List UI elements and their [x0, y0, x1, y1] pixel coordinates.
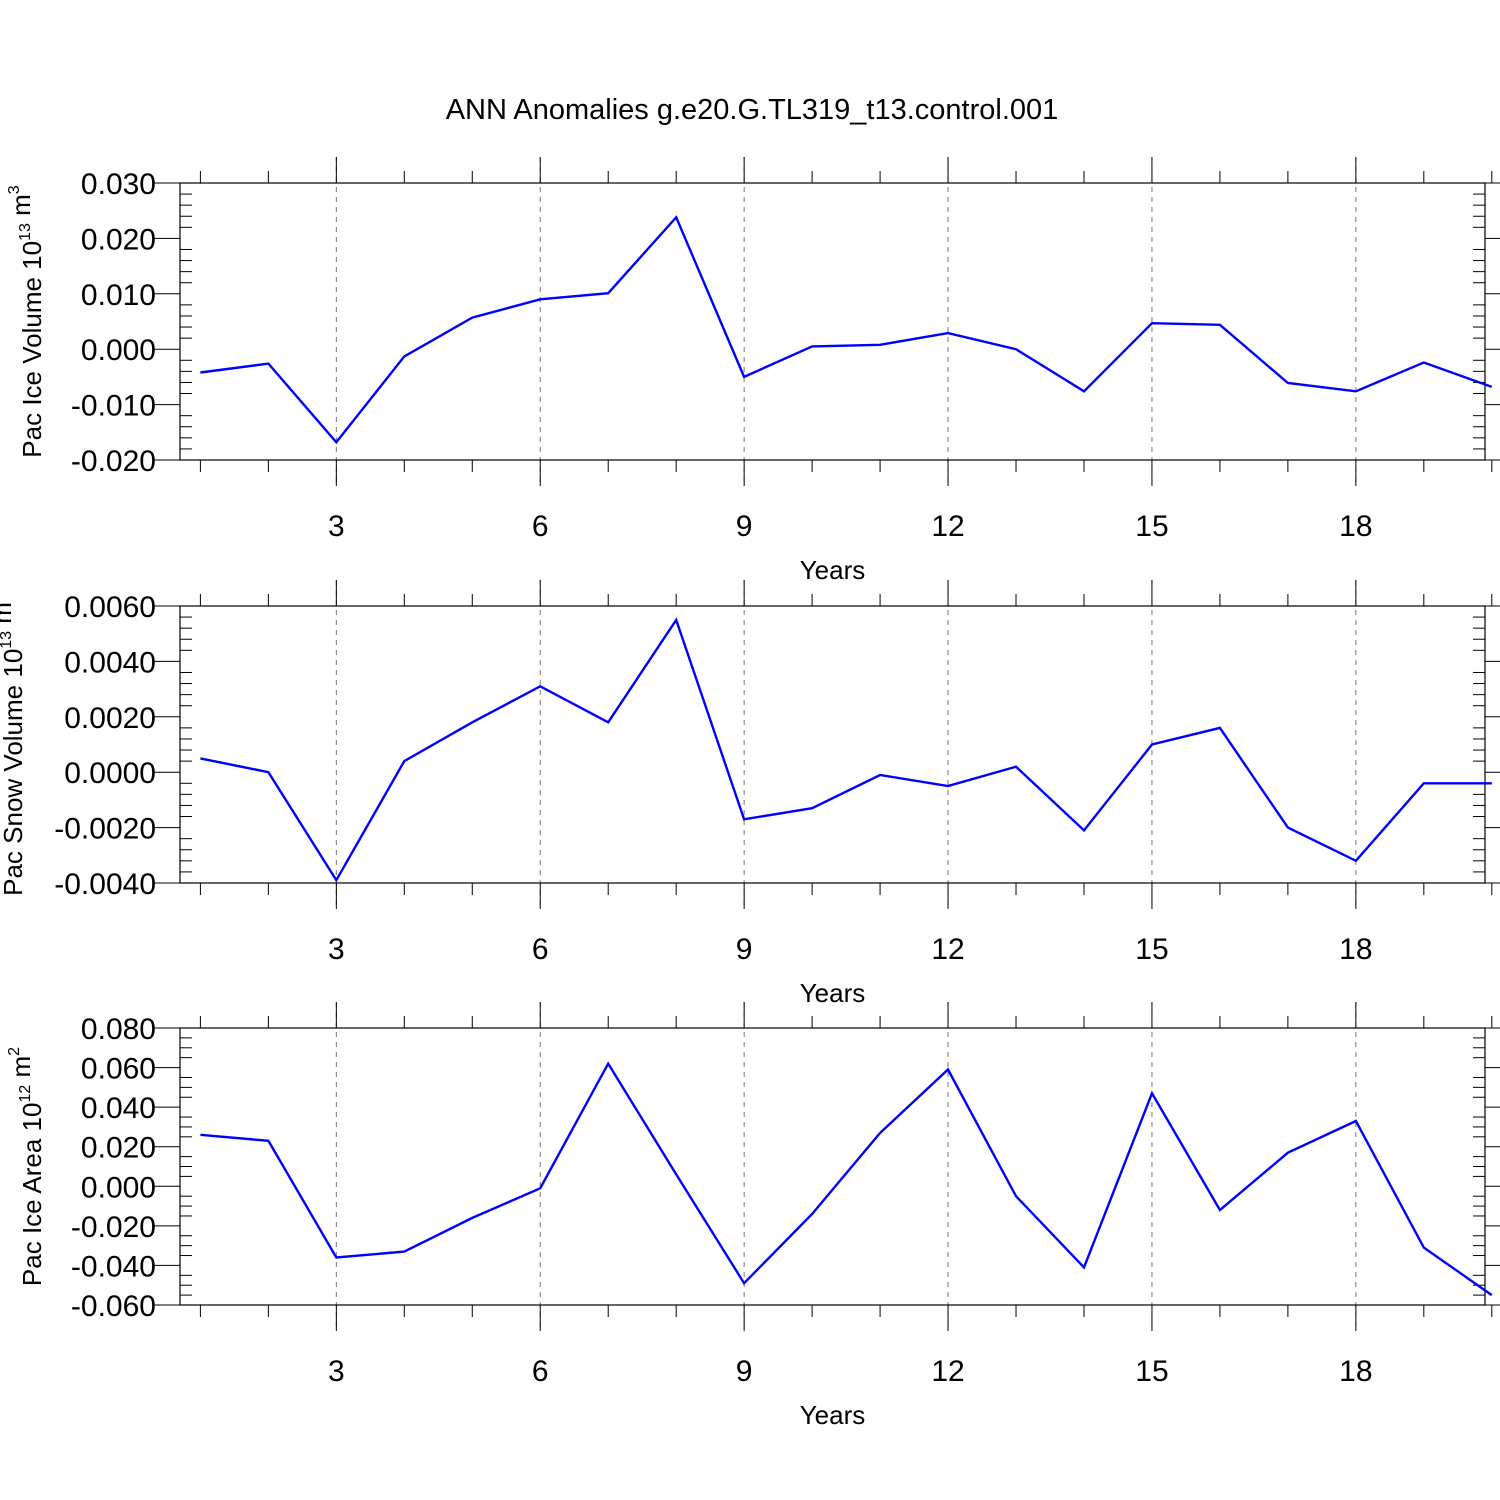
y-axis-title-exponent: 3 [6, 185, 23, 194]
y-tick-label: 0.0000 [64, 757, 156, 790]
y-tick-label: 0.000 [81, 1171, 156, 1204]
x-tick-label: 6 [532, 510, 549, 543]
y-axis-title-exponent: 2 [6, 1047, 23, 1056]
y-tick-label: -0.020 [71, 1211, 156, 1244]
plot-frame [179, 605, 1486, 884]
series-line [200, 1061, 1493, 1297]
y-tick-label: 0.000 [81, 334, 156, 367]
y-tick-label: -0.010 [71, 390, 156, 423]
x-tick-label: 9 [736, 933, 753, 966]
y-axis-title-exponent: 13 [17, 223, 34, 241]
x-tick-label: 6 [532, 1355, 549, 1388]
y-tick-label: 0.040 [81, 1092, 156, 1125]
y-axis-title: Pac Ice Area 1012 m2 [6, 1047, 47, 1286]
y-tick-label: -0.020 [71, 445, 156, 478]
x-axis-title: Years [800, 978, 866, 1008]
series-line [200, 215, 1493, 445]
x-tick-label: 15 [1135, 510, 1168, 543]
x-axis-title: Years [800, 555, 866, 585]
x-tick-label: 18 [1339, 510, 1372, 543]
y-tick-label: -0.0040 [54, 868, 156, 901]
y-axis-title-text: Pac Ice Volume 10 [17, 241, 47, 458]
y-tick-label: 0.0060 [64, 591, 156, 624]
x-tick-label: 12 [931, 1355, 964, 1388]
y-axis-title: Pac Snow Volume 1013 m3 [0, 593, 28, 896]
y-axis-title-exponent: 3 [0, 593, 4, 602]
panel-1: -0.020 -0.010 0.000 0.010 0.020 0.030 3 6 9 12 15 1… [6, 157, 1500, 585]
y-axis-title-exponent: 13 [0, 631, 15, 649]
series-line [200, 617, 1492, 883]
y-tick-label: 0.020 [81, 1132, 156, 1165]
y-axis-title-exponent: 12 [17, 1085, 34, 1103]
x-tick-label: 3 [328, 510, 345, 543]
y-axis-title-text: Pac Snow Volume 10 [0, 649, 28, 896]
x-tick-label: 9 [736, 510, 753, 543]
chart-title: ANN Anomalies g.e20.G.TL319_t13.control.… [446, 94, 1059, 126]
panel-2: -0.0040 -0.0020 0.0000 0.0020 0.0040 0.0060 3 6… [0, 580, 1500, 1008]
panel-3: -0.060 -0.040 -0.020 0.000 0.020 0.040 0.060 0.… [6, 1002, 1500, 1430]
x-tick-label: 6 [532, 933, 549, 966]
x-tick-label: 3 [328, 1355, 345, 1388]
y-tick-label: 0.0020 [64, 702, 156, 735]
y-tick-label: 0.080 [81, 1013, 156, 1046]
y-tick-label: -0.060 [71, 1290, 156, 1323]
x-tick-label: 15 [1135, 1355, 1168, 1388]
plot-frame [179, 182, 1486, 461]
x-tick-label: 15 [1135, 933, 1168, 966]
y-tick-label: 0.010 [81, 279, 156, 312]
y-axis-title: Pac Ice Volume 1013 m3 [6, 185, 47, 458]
y-axis-title-text: m [6, 1056, 36, 1085]
y-tick-label: -0.040 [71, 1250, 156, 1283]
x-tick-label: 3 [328, 933, 345, 966]
y-tick-label: 0.060 [81, 1053, 156, 1086]
plot-frame [179, 1027, 1486, 1306]
y-tick-label: 0.030 [81, 168, 156, 201]
x-tick-label: 12 [931, 510, 964, 543]
y-axis-title-text: Pac Ice Area 10 [17, 1103, 47, 1287]
y-tick-label: -0.0020 [54, 813, 156, 846]
y-axis-title-text: m [6, 194, 36, 223]
x-tick-label: 9 [736, 1355, 753, 1388]
y-axis-title-text: m [0, 602, 17, 631]
x-tick-label: 18 [1339, 1355, 1372, 1388]
y-tick-label: 0.020 [81, 223, 156, 256]
x-tick-label: 12 [931, 933, 964, 966]
x-tick-label: 18 [1339, 933, 1372, 966]
x-axis-title: Years [800, 1400, 866, 1430]
y-tick-label: 0.0040 [64, 646, 156, 679]
